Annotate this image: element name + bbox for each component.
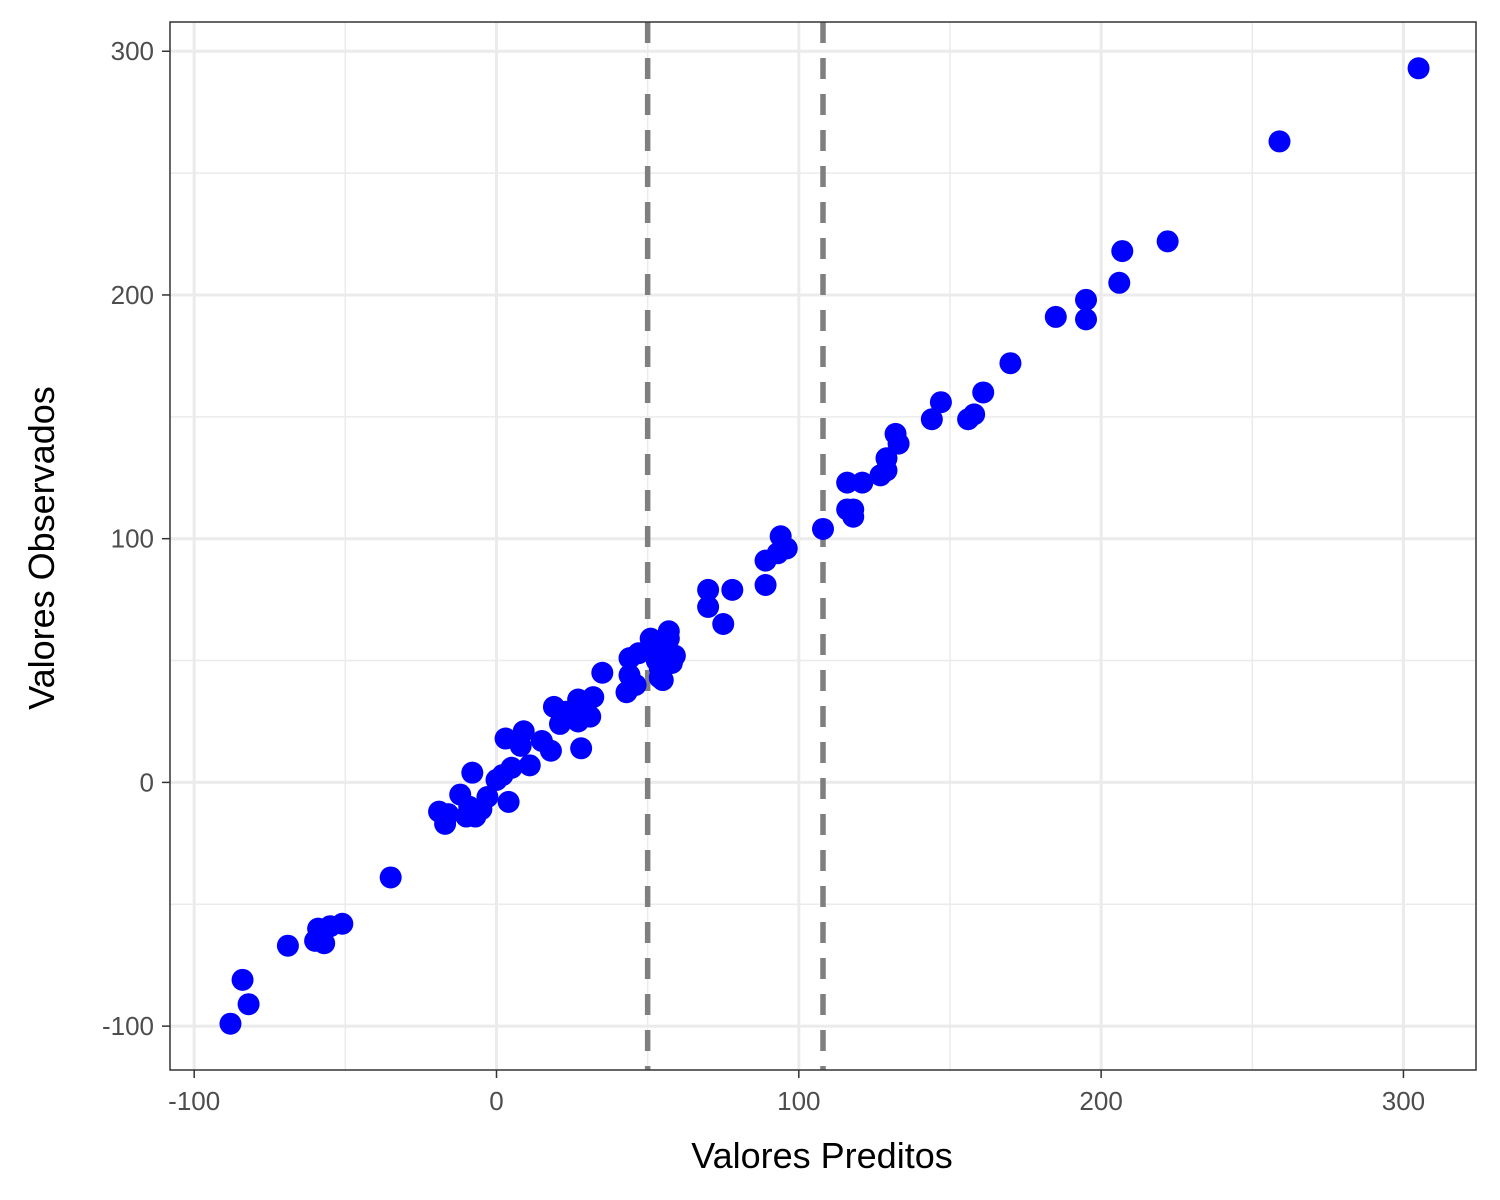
data-point <box>379 866 402 889</box>
data-point <box>697 578 720 601</box>
data-point <box>518 754 541 777</box>
data-point <box>929 391 952 414</box>
data-point <box>1156 230 1179 253</box>
x-tick-label: 0 <box>489 1086 503 1116</box>
data-point <box>512 720 535 743</box>
data-point <box>851 471 874 494</box>
data-point <box>237 993 260 1016</box>
data-point <box>875 447 898 470</box>
data-point <box>775 537 798 560</box>
x-tick-label: 100 <box>777 1086 820 1116</box>
data-point <box>591 661 614 684</box>
data-point <box>579 705 602 728</box>
y-tick-label: 100 <box>111 524 154 554</box>
data-point <box>570 737 593 760</box>
data-point <box>1268 130 1291 153</box>
data-point <box>476 786 499 809</box>
x-tick-label: 300 <box>1382 1086 1425 1116</box>
reference-lines <box>644 22 826 1070</box>
x-tick-label: 200 <box>1079 1086 1122 1116</box>
data-point <box>1075 288 1098 311</box>
x-axis-ticks: -100 0 100 200 300 <box>168 1070 1425 1116</box>
data-point <box>331 912 354 935</box>
plot-panel-border <box>169 21 1477 1071</box>
data-point <box>836 471 859 494</box>
x-tick-label: -100 <box>168 1086 220 1116</box>
data-point <box>437 803 460 826</box>
y-tick-label: -100 <box>102 1011 154 1041</box>
data-point <box>721 578 744 601</box>
data-point <box>657 620 680 643</box>
data-point <box>963 403 986 426</box>
data-point <box>219 1012 242 1035</box>
data-point <box>231 968 254 991</box>
data-point <box>812 517 834 540</box>
data-point <box>999 352 1022 375</box>
data-point <box>461 761 484 784</box>
data-point <box>697 595 720 618</box>
data-points <box>219 57 1430 1035</box>
data-point <box>754 573 777 596</box>
data-point <box>500 756 523 779</box>
data-point <box>1108 271 1131 294</box>
data-point <box>313 932 336 955</box>
data-point <box>842 498 865 521</box>
data-point <box>920 408 943 431</box>
y-tick-label: 200 <box>111 280 154 310</box>
y-axis-title: Valores Observados <box>21 386 62 710</box>
y-tick-label: 0 <box>140 767 154 797</box>
data-point <box>972 381 995 404</box>
data-point <box>887 432 910 455</box>
y-axis-ticks: -100 0 100 200 300 <box>102 36 170 1041</box>
x-axis-title: Valores Preditos <box>691 1135 952 1176</box>
data-point <box>712 612 735 635</box>
data-point <box>651 669 674 692</box>
data-point <box>276 934 299 957</box>
data-point <box>539 739 562 762</box>
data-point <box>663 644 686 667</box>
data-point <box>497 790 520 813</box>
data-point <box>1111 240 1134 263</box>
data-point <box>624 673 647 696</box>
y-tick-label: 300 <box>111 36 154 66</box>
data-point <box>582 686 605 709</box>
data-point <box>1044 305 1067 328</box>
data-point <box>1075 308 1098 331</box>
data-point <box>1407 57 1430 80</box>
